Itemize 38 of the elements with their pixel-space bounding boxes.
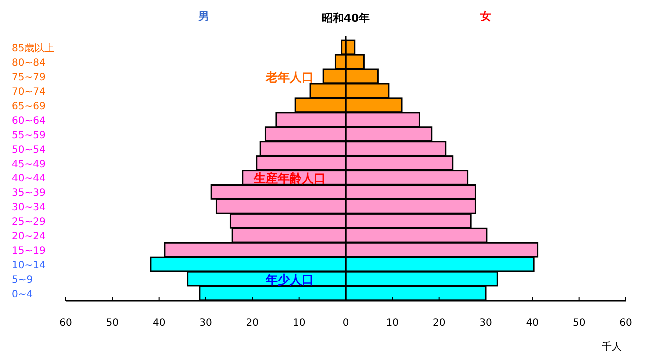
x-tick-label: 40 xyxy=(152,318,166,329)
x-tick-label: 60 xyxy=(620,318,632,329)
y-tick-label: 75~79 xyxy=(12,72,46,84)
y-tick-label: 80~84 xyxy=(12,58,46,69)
y-tick-label: 70~74 xyxy=(12,86,46,98)
y-tick-label: 10~14 xyxy=(12,260,46,272)
y-tick-label: 45~49 xyxy=(12,159,46,170)
y-tick-label: 60~64 xyxy=(12,116,46,127)
annotation: 年少人口 xyxy=(265,273,314,288)
y-tick-label: 20~24 xyxy=(12,232,46,243)
x-tick-label: 50 xyxy=(572,318,586,329)
text: 男 xyxy=(198,10,210,23)
y-tick-label: 30~34 xyxy=(12,202,46,214)
y-tick-label: 35~39 xyxy=(12,188,46,200)
y-tick-label: 15~19 xyxy=(12,246,46,258)
annotation: 老年人口 xyxy=(265,70,314,84)
y-tick-label: 0~4 xyxy=(12,289,34,300)
y-tick-label: 25~29 xyxy=(12,217,46,228)
y-tick-label: 85歳以上 xyxy=(12,42,55,55)
x-tick-label: 10 xyxy=(386,318,400,329)
x-tick-label: 0 xyxy=(342,318,350,329)
text: 女 xyxy=(480,10,492,23)
x-tick-label: 40 xyxy=(526,318,540,329)
annotation: 生産年齢人口 xyxy=(253,172,326,186)
x-tick-label: 30 xyxy=(480,318,492,329)
y-tick-label: 40~44 xyxy=(12,174,46,185)
y-tick-label: 55~59 xyxy=(12,130,46,142)
x-tick-label: 30 xyxy=(200,318,212,329)
x-tick-label: 10 xyxy=(292,318,306,329)
x-tick-label: 50 xyxy=(106,318,120,329)
y-tick-label: 5~9 xyxy=(12,275,34,286)
x-tick-label: 60 xyxy=(60,318,72,329)
x-axis-title: 千人 xyxy=(602,341,622,353)
chart-title: 昭和40年 xyxy=(322,12,370,25)
x-tick-label: 20 xyxy=(432,318,446,329)
y-tick-label: 50~54 xyxy=(12,144,46,156)
y-tick-label: 65~69 xyxy=(12,101,46,112)
x-tick-label: 20 xyxy=(246,318,260,329)
